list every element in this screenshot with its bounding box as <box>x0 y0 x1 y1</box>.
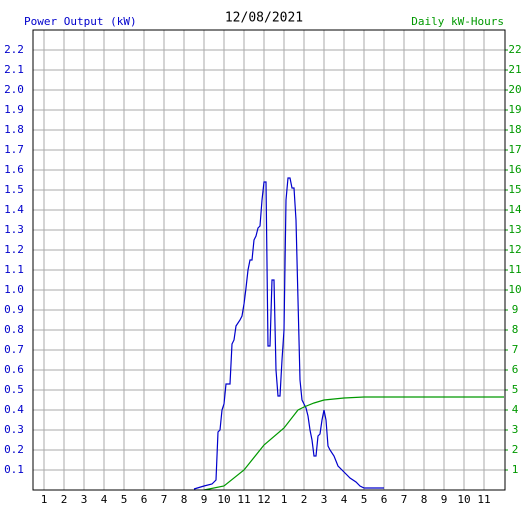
y-tick-label: 1.9 <box>4 103 24 116</box>
y-tick-label: 1.1 <box>4 263 24 276</box>
x-tick-label: 1 <box>281 493 288 506</box>
x-tick-label: 11 <box>237 493 250 506</box>
x-tick-label: 6 <box>381 493 388 506</box>
y-tick-label: 1.3 <box>4 223 24 236</box>
x-tick-label: 6 <box>141 493 148 506</box>
y-tick-label: 1.4 <box>4 203 24 216</box>
y-tick-label: 0.3 <box>4 423 24 436</box>
y2-axis-label: Daily kW-Hours <box>411 15 504 28</box>
y-tick-label: 2.0 <box>4 83 24 96</box>
y-tick-label: 0.9 <box>4 303 24 316</box>
y-tick-label: 2.1 <box>4 63 24 76</box>
x-tick-label: 5 <box>361 493 368 506</box>
y-axis-label: Power Output (kW) <box>24 15 137 28</box>
x-tick-label: 8 <box>421 493 428 506</box>
y-tick-label: 1.2 <box>4 243 24 256</box>
y-tick-label: 0.6 <box>4 363 24 376</box>
y2-tick-label: 20 <box>508 83 521 96</box>
y2-tick-label: 3 <box>512 423 519 436</box>
y2-tick-label: 11 <box>508 263 521 276</box>
y2-tick-label: 7 <box>512 343 519 356</box>
y-tick-label: 1.6 <box>4 163 24 176</box>
x-tick-label: 9 <box>441 493 448 506</box>
y-tick-label: 1.0 <box>4 283 24 296</box>
plot-frame <box>32 29 506 491</box>
x-tick-label: 2 <box>61 493 68 506</box>
y-tick-label: 2.2 <box>4 43 24 56</box>
y2-tick-label: 13 <box>508 223 521 236</box>
x-tick-label: 10 <box>217 493 230 506</box>
series-line <box>193 177 384 490</box>
y2-tick-label: 5 <box>512 383 519 396</box>
y2-tick-label: 21 <box>508 63 521 76</box>
x-tick-label: 9 <box>201 493 208 506</box>
y2-tick-label: 2 <box>512 443 519 456</box>
chart-title: 12/08/2021 <box>225 11 303 26</box>
y2-tick-label: 19 <box>508 103 521 116</box>
y2-tick-label: 10 <box>508 283 521 296</box>
y2-tick-label: 6 <box>512 363 519 376</box>
y2-tick-label: 12 <box>508 243 521 256</box>
y-tick-label: 1.8 <box>4 123 24 136</box>
y-tick-label: 0.8 <box>4 323 24 336</box>
y2-tick-label: 15 <box>508 183 521 196</box>
x-tick-label: 3 <box>321 493 328 506</box>
y-tick-label: 0.2 <box>4 443 24 456</box>
y2-tick-label: 8 <box>512 323 519 336</box>
series-line <box>203 396 504 491</box>
y2-tick-label: 14 <box>508 203 522 216</box>
y2-tick-label: 22 <box>508 43 521 56</box>
y-tick-label: 0.4 <box>4 403 24 416</box>
x-tick-label: 4 <box>341 493 348 506</box>
y-tick-label: 1.7 <box>4 143 24 156</box>
x-tick-label: 10 <box>457 493 470 506</box>
x-tick-label: 11 <box>477 493 490 506</box>
y2-tick-label: 18 <box>508 123 521 136</box>
y-tick-label: 1.5 <box>4 183 24 196</box>
x-tick-label: 5 <box>121 493 128 506</box>
x-tick-label: 7 <box>401 493 408 506</box>
x-tick-label: 7 <box>161 493 168 506</box>
y-tick-label: 0.5 <box>4 383 24 396</box>
y2-tick-label: 4 <box>512 403 519 416</box>
x-tick-label: 4 <box>101 493 108 506</box>
x-tick-label: 8 <box>181 493 188 506</box>
y2-tick-label: 16 <box>508 163 521 176</box>
x-tick-label: 3 <box>81 493 88 506</box>
x-tick-label: 2 <box>301 493 308 506</box>
y2-tick-label: 17 <box>508 143 521 156</box>
y2-tick-label: 1 <box>512 463 519 476</box>
y-tick-label: 0.1 <box>4 463 24 476</box>
y2-tick-label: 9 <box>512 303 519 316</box>
x-tick-label: 1 <box>41 493 48 506</box>
x-tick-label: 12 <box>257 493 270 506</box>
y-tick-label: 0.7 <box>4 343 24 356</box>
